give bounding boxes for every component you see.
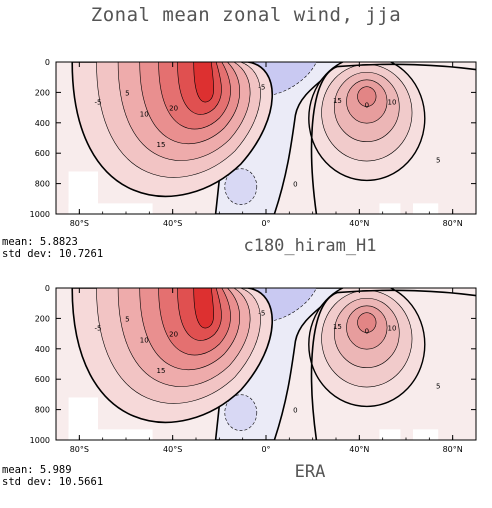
contour-label: 15 <box>333 97 342 105</box>
contour-label: 10 <box>140 111 149 119</box>
x-tick-label: 0° <box>261 219 270 228</box>
topography-mask <box>379 203 401 214</box>
y-tick-label: 1000 <box>30 210 50 219</box>
zero-contour <box>310 289 476 440</box>
nh-jet-contour <box>357 312 377 333</box>
x-tick-label: 40°N <box>349 445 369 454</box>
x-tick-label: 40°S <box>163 219 182 228</box>
contour-label: -5 <box>258 309 265 317</box>
y-tick-label: 600 <box>35 375 50 384</box>
contour-label: 5 <box>125 315 129 323</box>
contour-label: 10 <box>140 337 149 345</box>
topography-mask <box>68 429 153 440</box>
stat-mean: mean: 5.989 <box>2 464 72 476</box>
contour-label: -5 <box>95 325 102 333</box>
stat-std: std dev: 10.7261 <box>2 248 104 260</box>
contour-label: 15 <box>157 367 166 375</box>
contour-label: 10 <box>388 99 397 107</box>
panel-name-era: ERA <box>294 462 326 482</box>
stats-era: mean: 5.989 std dev: 10.5661 <box>2 464 103 488</box>
contour-label: 15 <box>157 141 166 149</box>
zero-contour <box>310 63 476 214</box>
sh-jet-contour <box>193 62 214 103</box>
contour-label: 20 <box>169 331 178 339</box>
contour-label: 15 <box>333 323 342 331</box>
x-tick-label: 80°S <box>70 219 89 228</box>
sh-jet-contour <box>193 288 214 329</box>
stat-std: std dev: 10.5661 <box>2 476 104 488</box>
contour-label: 0 <box>365 328 369 336</box>
contour-label: 5 <box>436 156 440 164</box>
contour-label: 10 <box>388 325 397 333</box>
y-tick-label: 200 <box>35 314 50 323</box>
panel-name-model: c180_hiram_H1 <box>243 236 377 256</box>
x-tick-label: 40°S <box>163 445 182 454</box>
contour-label: 20 <box>169 105 178 113</box>
topography-mask <box>68 203 153 214</box>
contour-label: -5 <box>95 99 102 107</box>
topography-mask <box>413 429 439 440</box>
y-tick-label: 400 <box>35 119 50 128</box>
x-tick-label: 80°N <box>443 445 463 454</box>
y-tick-label: 0 <box>45 284 50 293</box>
x-tick-label: 0° <box>261 445 270 454</box>
x-tick-label: 80°N <box>443 219 463 228</box>
nh-jet-contour <box>357 86 377 107</box>
x-tick-label: 40°N <box>349 219 369 228</box>
y-tick-label: 800 <box>35 406 50 415</box>
easterly-low-level <box>224 394 258 431</box>
contour-label: 5 <box>125 89 129 97</box>
stats-model: mean: 5.8823 std dev: 10.7261 <box>2 236 103 260</box>
easterly-low-level <box>224 168 258 205</box>
x-tick-label: 80°S <box>70 445 89 454</box>
y-tick-label: 600 <box>35 149 50 158</box>
contour-label: 0 <box>365 102 369 110</box>
y-tick-label: 0 <box>45 58 50 67</box>
y-tick-label: 400 <box>35 345 50 354</box>
y-tick-label: 200 <box>35 88 50 97</box>
figure-title: Zonal mean zonal wind, jja <box>90 4 402 26</box>
stat-mean: mean: 5.8823 <box>2 236 78 248</box>
topography-mask <box>413 203 439 214</box>
y-tick-label: 800 <box>35 180 50 189</box>
contour-label: 5 <box>436 382 440 390</box>
y-tick-label: 1000 <box>30 436 50 445</box>
contour-label: 0 <box>293 181 297 189</box>
topography-mask <box>379 429 401 440</box>
contour-label: -5 <box>258 83 265 91</box>
contour-label: 0 <box>293 407 297 415</box>
